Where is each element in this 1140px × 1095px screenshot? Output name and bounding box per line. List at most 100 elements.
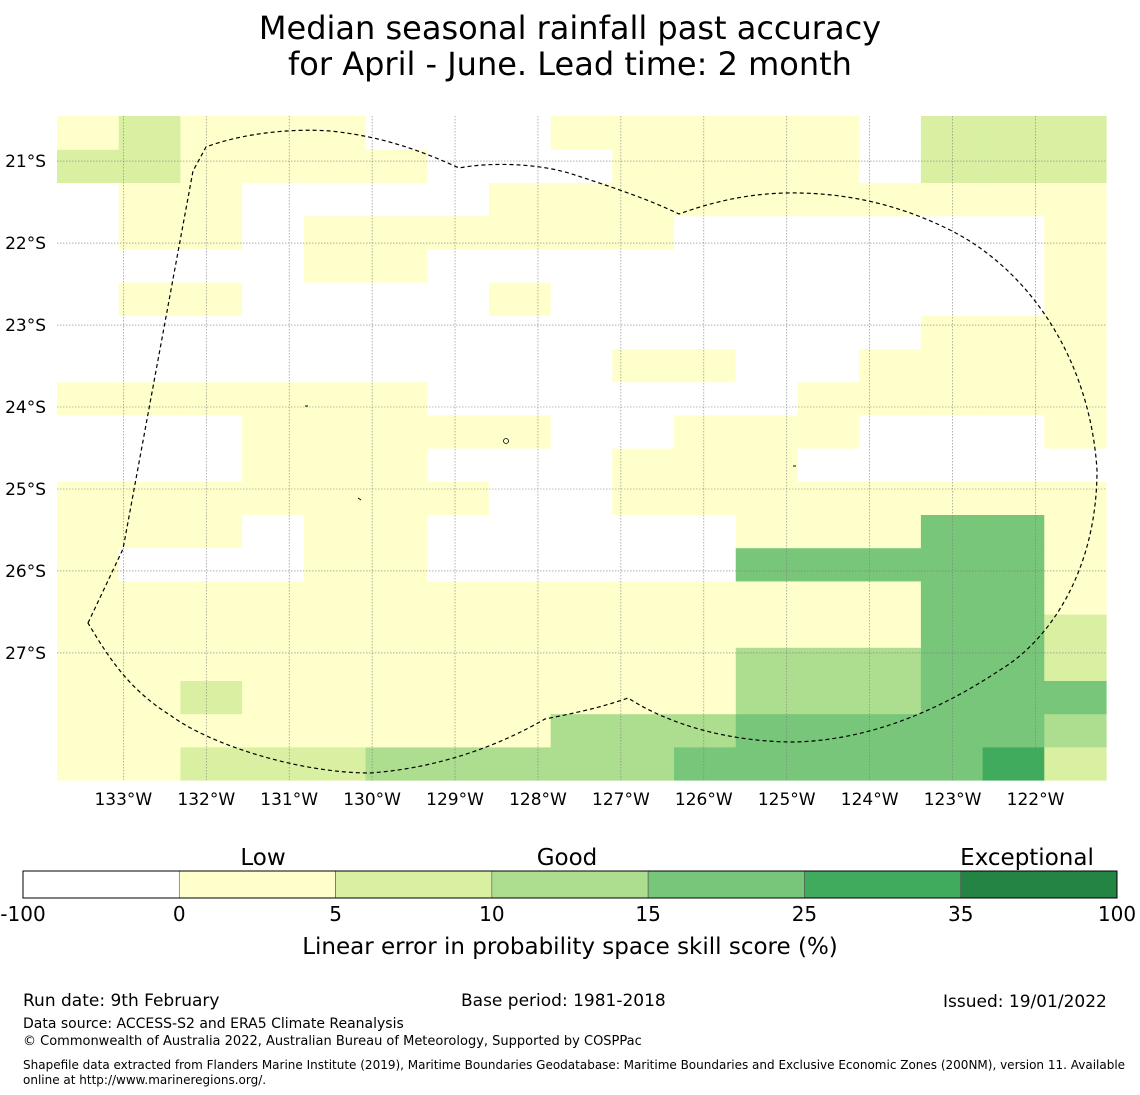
- grid-cell: [612, 746, 675, 781]
- colorbar-tick-label: 10: [479, 902, 504, 926]
- grid-cell: [242, 348, 305, 383]
- grid-cell: [797, 448, 860, 482]
- grid-cell: [920, 514, 984, 549]
- grid-cell: [797, 348, 860, 383]
- grid-cell: [57, 248, 120, 283]
- grid-cell: [982, 713, 1045, 748]
- grid-cell: [612, 448, 675, 482]
- grid-cell: [57, 547, 120, 582]
- longitude-label: 128°W: [509, 790, 567, 810]
- grid-cell: [674, 514, 737, 549]
- grid-cell: [57, 182, 120, 217]
- map-title-line2: for April - June. Lead time: 2 month: [288, 45, 852, 83]
- grid-cell: [797, 282, 860, 316]
- grid-cell: [550, 547, 613, 582]
- grid-cell: [550, 746, 613, 781]
- grid-cell: [797, 248, 860, 283]
- grid-cell: [488, 116, 552, 150]
- grid-cell: [920, 746, 984, 781]
- grid-cell: [180, 282, 243, 316]
- grid-cell: [303, 348, 367, 383]
- grid-cell: [180, 414, 243, 449]
- grid-cell: [920, 414, 984, 449]
- grid-cell: [57, 746, 120, 781]
- grid-cell: [242, 514, 305, 549]
- grid-cell: [303, 680, 367, 715]
- base-period: Base period: 1981-2018: [461, 991, 666, 1011]
- grid-cell: [180, 746, 243, 781]
- grid-cell: [180, 315, 243, 349]
- longitude-label: 129°W: [426, 790, 484, 810]
- grid-cell: [982, 116, 1045, 150]
- grid-cell: [365, 248, 428, 283]
- grid-cell: [550, 282, 613, 316]
- grid-cell: [118, 713, 182, 748]
- grid-cell: [118, 514, 182, 549]
- grid-cell: [735, 680, 799, 715]
- grid-cell: [365, 414, 428, 449]
- grid-cell: [797, 547, 860, 582]
- grid-cell: [982, 680, 1045, 715]
- grid-cell: [612, 414, 675, 449]
- colorbar-tick-label: 0: [173, 902, 186, 926]
- grid-cell: [365, 448, 428, 482]
- grid-cell: [57, 414, 120, 449]
- grid-cell: [57, 514, 120, 549]
- grid-cell: [118, 381, 182, 416]
- grid-cell: [550, 215, 613, 250]
- grid-cell: [118, 215, 182, 250]
- grid-cell: [550, 381, 613, 416]
- grid-cell: [180, 381, 243, 416]
- grid-cell: [612, 514, 675, 549]
- grid-cell: [365, 182, 428, 217]
- grid-cell: [427, 680, 490, 715]
- grid-cell: [180, 215, 243, 250]
- grid-cell: [180, 713, 243, 748]
- grid-cell: [612, 547, 675, 582]
- latitude-label: 26°S: [5, 562, 46, 582]
- grid-cell: [735, 182, 799, 217]
- grid-cell: [735, 448, 799, 482]
- grid-cell: [735, 614, 799, 648]
- grid-cell: [550, 614, 613, 648]
- grid-cell: [550, 315, 613, 349]
- grid-cell: [920, 713, 984, 748]
- grid-cell: [427, 414, 490, 449]
- grid-cell: [859, 381, 922, 416]
- latitude-label: 24°S: [5, 398, 46, 418]
- grid-cell: [488, 182, 552, 217]
- grid-cell: [674, 680, 737, 715]
- grid-cell: [303, 182, 367, 217]
- grid-cell: [180, 647, 243, 681]
- colorbar: Low Good Exceptional -100 0 5 10 15 25 35 100 L…: [0, 845, 1136, 960]
- grid-cell: [612, 481, 675, 515]
- grid-cell: [365, 647, 428, 681]
- colorbar-segment: [491, 870, 649, 899]
- grid-cell: [674, 614, 737, 648]
- grid-cell: [427, 282, 490, 316]
- grid-cell: [427, 149, 490, 183]
- grid-cell: [303, 448, 367, 482]
- grid-cell: [488, 315, 552, 349]
- grid-cell: [427, 348, 490, 383]
- colorbar-segment: [22, 870, 180, 899]
- grid-cell: [365, 547, 428, 582]
- grid-cell: [920, 481, 984, 515]
- grid-cell: [612, 282, 675, 316]
- grid-cell: [242, 680, 305, 715]
- grid-cell: [303, 547, 367, 582]
- grid-cell: [118, 149, 182, 183]
- grid-cell: [242, 746, 305, 781]
- grid-cell: [920, 547, 984, 582]
- grid-cell: [797, 414, 860, 449]
- grid-cell: [488, 647, 552, 681]
- colorbar-tick-label: 15: [635, 902, 660, 926]
- grid-cell: [920, 348, 984, 383]
- grid-cell: [57, 580, 120, 615]
- grid-cell: [303, 580, 367, 615]
- grid-cell: [488, 215, 552, 250]
- grid-cell: [488, 248, 552, 283]
- grid-cell: [427, 448, 490, 482]
- colorbar-label-low: Low: [240, 845, 285, 871]
- grid-cell: [303, 713, 367, 748]
